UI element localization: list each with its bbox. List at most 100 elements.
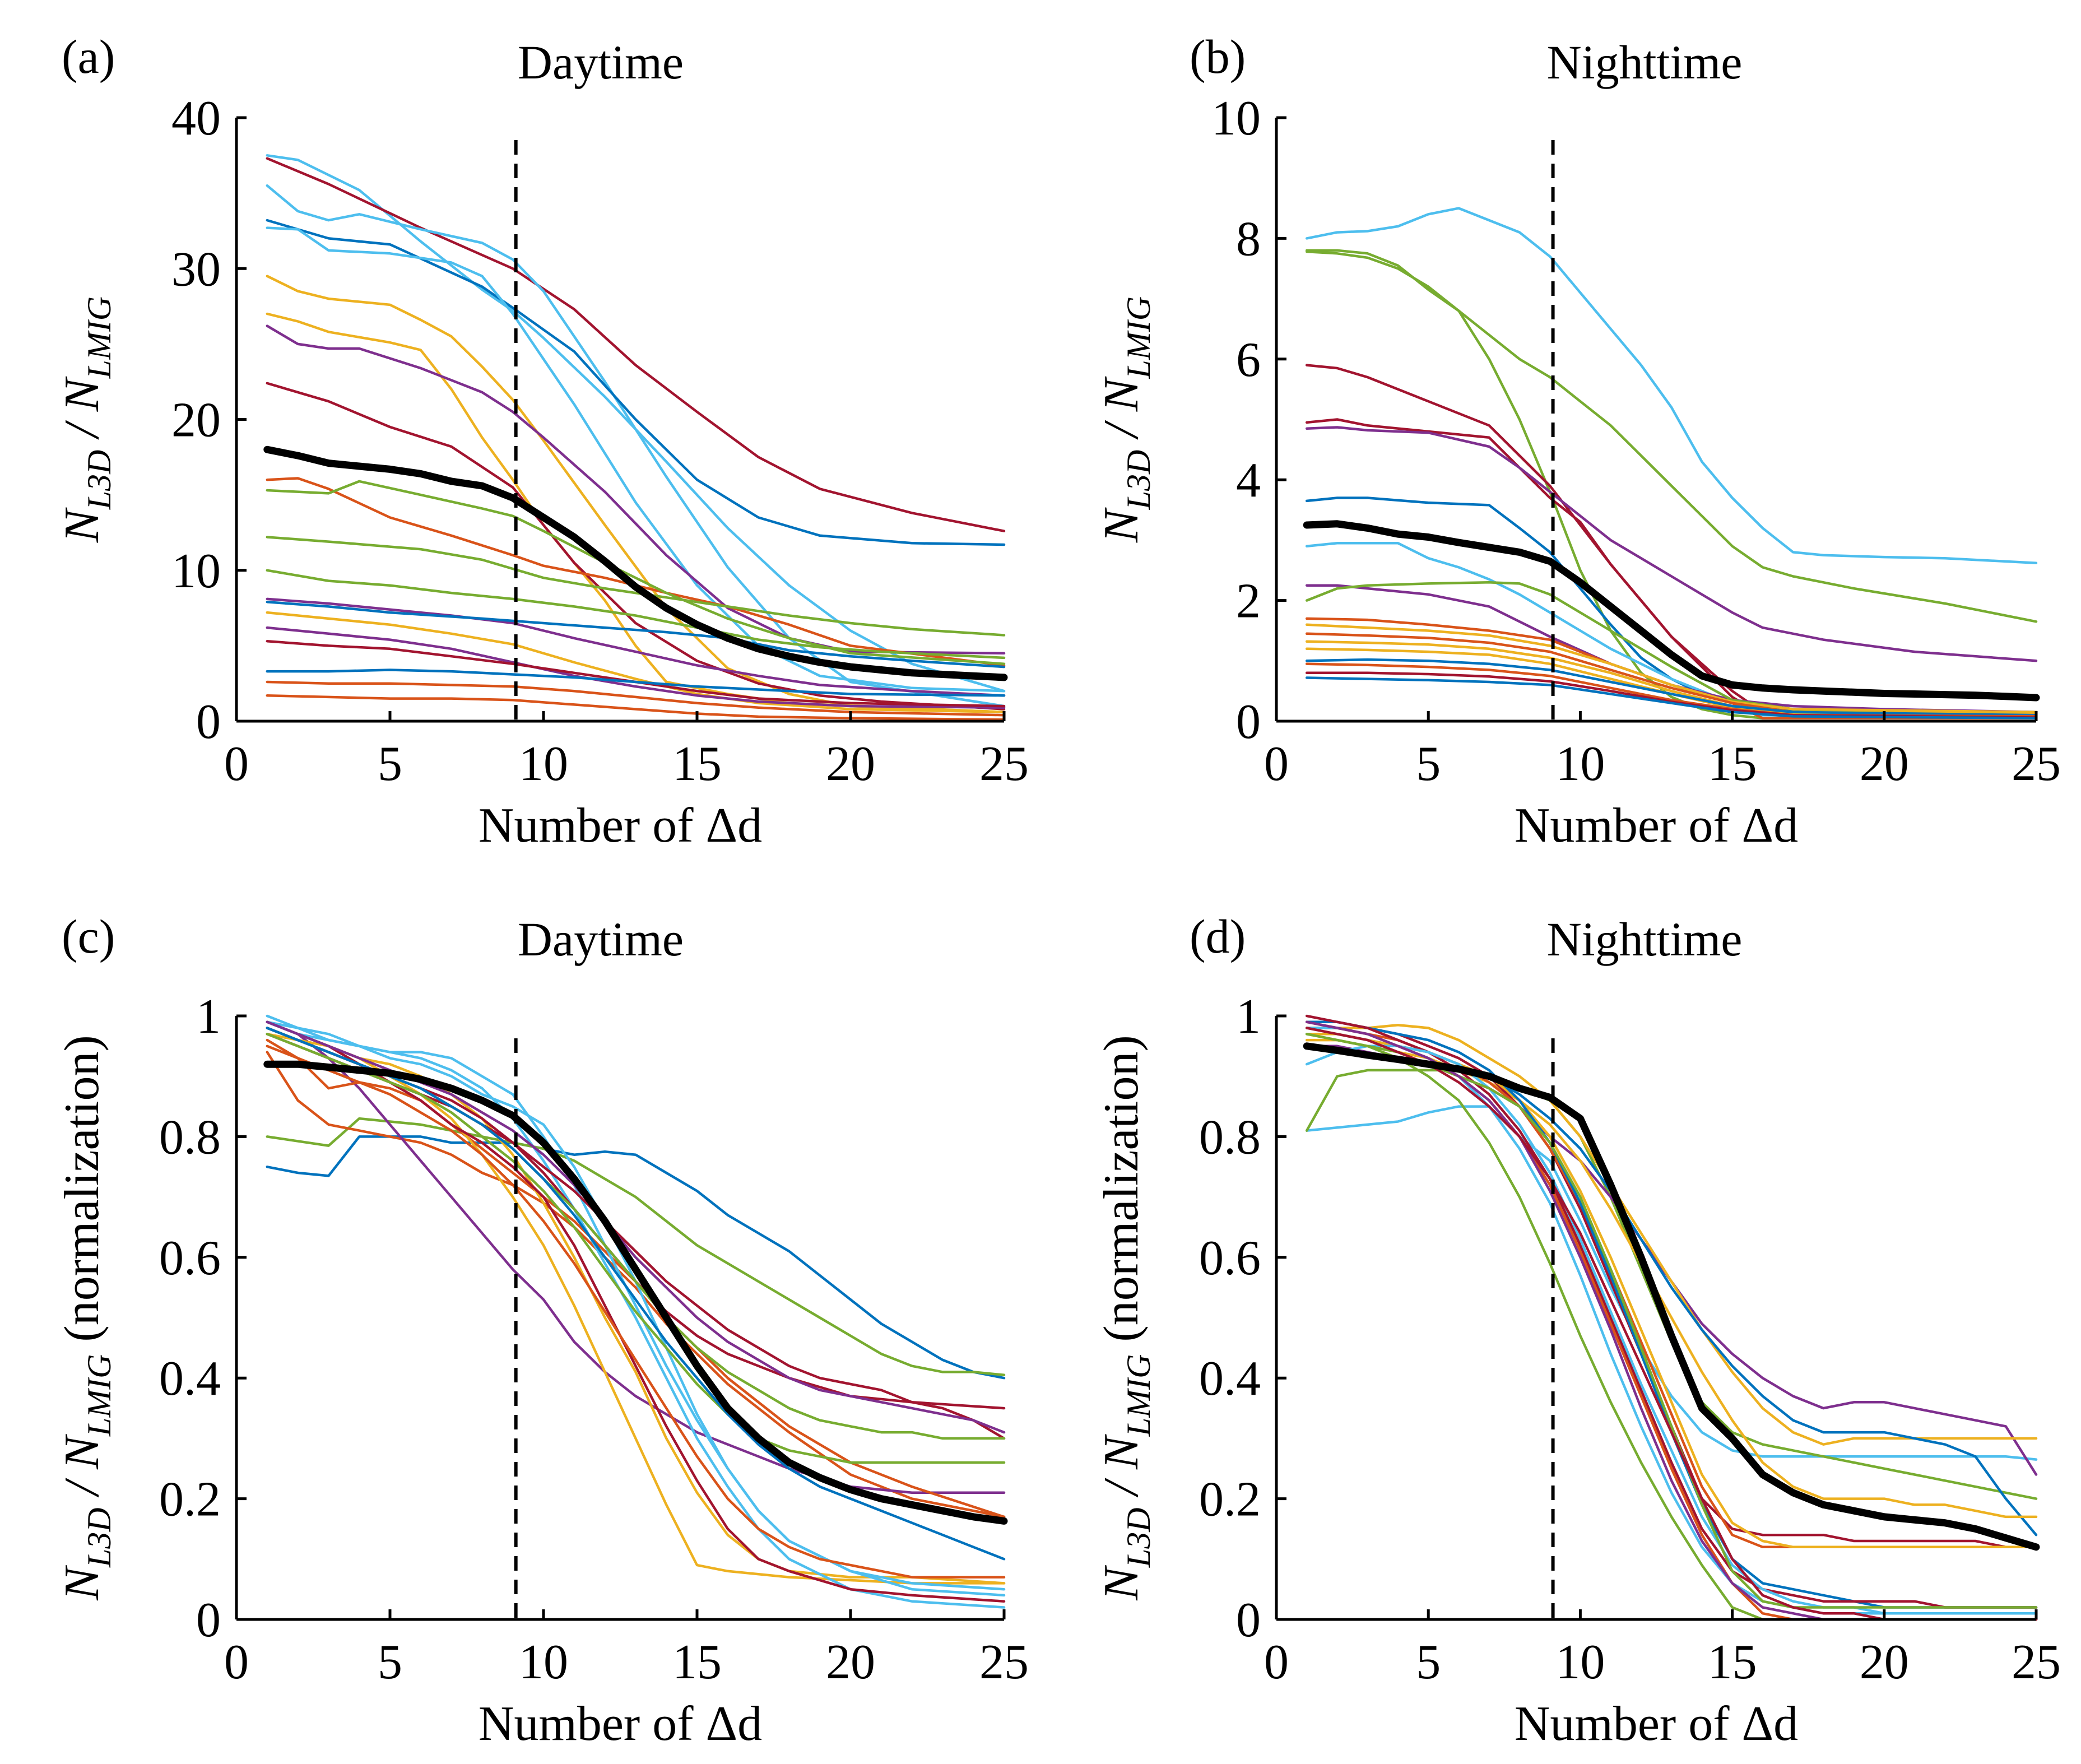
panel-letter: (b) bbox=[1190, 30, 1246, 83]
x-axis-label: Number of Δd bbox=[479, 1697, 762, 1751]
series-line-s19 bbox=[266, 669, 1006, 697]
series-line-s15 bbox=[266, 601, 1006, 669]
y-label-part: LMIG bbox=[1120, 1354, 1157, 1437]
y-tick-label: 0.6 bbox=[1199, 1231, 1261, 1285]
series-line-s11 bbox=[266, 480, 1006, 665]
x-axis-label: Number of Δd bbox=[1515, 799, 1798, 853]
y-axis-label: NL3D / NLMIG (normalization) bbox=[55, 1035, 118, 1601]
series-line-s18 bbox=[1305, 671, 2038, 719]
series-line-s16 bbox=[1305, 658, 2038, 717]
y-label-part: / N bbox=[1094, 376, 1149, 449]
series-line-s5 bbox=[266, 226, 1006, 693]
x-tick-label: 0 bbox=[224, 1635, 249, 1689]
x-tick-label: 20 bbox=[826, 737, 875, 791]
x-tick-label: 0 bbox=[224, 737, 249, 791]
y-tick-label: 0 bbox=[1236, 1593, 1261, 1647]
y-label-part: N bbox=[55, 507, 109, 543]
series-line-s4 bbox=[266, 219, 1006, 546]
y-label-part: N bbox=[55, 1565, 109, 1601]
series-line-s9 bbox=[1305, 584, 2038, 714]
panel-2: 0 5 10 15 20 25 0 2 4 6 8 10 Nighttime (b) Number of Δ… bbox=[1094, 30, 2061, 853]
x-tick-label: 20 bbox=[1860, 737, 1909, 791]
y-tick-label: 40 bbox=[171, 91, 221, 146]
x-axis-label: Number of Δd bbox=[1515, 1697, 1798, 1751]
series-line-s14 bbox=[266, 597, 1006, 697]
x-tick-label: 15 bbox=[1708, 737, 1757, 791]
y-tick-label: 0.4 bbox=[1199, 1352, 1261, 1406]
series-line-s1 bbox=[1305, 1105, 2038, 1461]
y-label-part: (normalization) bbox=[1094, 1035, 1149, 1354]
y-label-part: LMIG bbox=[81, 1354, 118, 1437]
series-line-s20 bbox=[266, 680, 1006, 717]
x-tick-label: 25 bbox=[2012, 1635, 2061, 1689]
panel-1: 0 5 10 15 20 25 0 10 20 30 40 Daytime (a) Number of Δ… bbox=[55, 30, 1029, 853]
y-tick-label: 10 bbox=[171, 544, 221, 598]
y-tick-label: 0.8 bbox=[1199, 1110, 1261, 1164]
y-axis-label: NL3D / NLMIG bbox=[55, 296, 118, 543]
y-tick-label: 10 bbox=[1211, 91, 1261, 146]
series-line-s17 bbox=[266, 626, 1006, 709]
y-label-part: / N bbox=[1094, 1434, 1149, 1507]
panel-title: Nighttime bbox=[1547, 912, 1743, 966]
x-tick-label: 20 bbox=[1860, 1635, 1909, 1689]
series-line-s21 bbox=[266, 694, 1006, 721]
x-tick-label: 5 bbox=[1416, 737, 1441, 791]
x-tick-label: 10 bbox=[1555, 737, 1605, 791]
y-label-part: L3D bbox=[81, 1507, 118, 1568]
x-tick-label: 5 bbox=[1416, 1635, 1441, 1689]
y-label-part: L3D bbox=[1120, 1507, 1157, 1568]
y-label-part: L3D bbox=[81, 450, 118, 510]
panel-title: Nighttime bbox=[1547, 35, 1743, 89]
y-tick-label: 0.4 bbox=[159, 1352, 221, 1406]
series-line-s18 bbox=[266, 1045, 1006, 1579]
series-line-s3 bbox=[266, 1051, 1006, 1519]
mean-line bbox=[263, 445, 1008, 681]
panel-letter: (c) bbox=[62, 909, 115, 963]
panel-4: 0 5 10 15 20 25 0 0.2 0.4 0.6 0.8 1 Nighttime (d) Numb… bbox=[1094, 909, 2061, 1751]
x-tick-label: 20 bbox=[826, 1635, 875, 1689]
panel-letter: (d) bbox=[1190, 909, 1246, 963]
series-line-s2 bbox=[1305, 249, 2038, 623]
series-line-s13 bbox=[1305, 632, 2038, 717]
series-line-s10 bbox=[266, 477, 1006, 667]
series-line-s3 bbox=[266, 184, 1006, 708]
y-label-part: LMIG bbox=[1120, 296, 1157, 379]
y-tick-label: 0 bbox=[1236, 695, 1261, 749]
x-tick-label: 15 bbox=[672, 737, 722, 791]
series-line-s7 bbox=[266, 312, 1006, 714]
x-tick-label: 5 bbox=[378, 1635, 402, 1689]
y-axis-label: NL3D / NLMIG (normalization) bbox=[1094, 1035, 1157, 1601]
series-line-s5 bbox=[1305, 418, 2038, 717]
y-tick-label: 2 bbox=[1236, 574, 1261, 629]
x-tick-label: 25 bbox=[979, 1635, 1029, 1689]
y-tick-label: 20 bbox=[171, 393, 221, 448]
panel-letter: (a) bbox=[62, 30, 115, 83]
y-label-part: / N bbox=[55, 376, 109, 449]
x-tick-label: 10 bbox=[519, 737, 568, 791]
mean-line bbox=[263, 1060, 1008, 1525]
x-tick-label: 25 bbox=[2012, 737, 2061, 791]
series-line-s16 bbox=[266, 611, 1006, 714]
y-tick-label: 30 bbox=[171, 242, 221, 296]
y-label-part: / N bbox=[55, 1434, 109, 1507]
series-line-s13 bbox=[266, 569, 1006, 660]
mean-line bbox=[1303, 1042, 2040, 1551]
y-label-part: N bbox=[1094, 507, 1149, 543]
x-tick-label: 0 bbox=[1264, 737, 1289, 791]
mean-line bbox=[1303, 520, 2040, 702]
y-axis-label: NL3D / NLMIG bbox=[1094, 296, 1157, 543]
panel-3: 0 5 10 15 20 25 0 0.2 0.4 0.6 0.8 1 Daytime (c) Number… bbox=[55, 909, 1029, 1751]
x-tick-label: 25 bbox=[979, 737, 1029, 791]
series-line-s1 bbox=[266, 154, 1006, 693]
x-tick-label: 10 bbox=[1555, 1635, 1605, 1689]
y-tick-label: 1 bbox=[1236, 990, 1261, 1044]
series-line-s12 bbox=[1305, 623, 2038, 714]
x-tick-label: 0 bbox=[1264, 1635, 1289, 1689]
series-line-s5 bbox=[266, 1038, 1006, 1519]
y-label-part: L3D bbox=[1120, 450, 1157, 510]
y-tick-label: 6 bbox=[1236, 333, 1261, 387]
y-tick-label: 8 bbox=[1236, 212, 1261, 266]
series-line-s8 bbox=[266, 324, 1006, 655]
x-tick-label: 10 bbox=[519, 1635, 568, 1689]
series-line-s1 bbox=[1305, 207, 2038, 565]
